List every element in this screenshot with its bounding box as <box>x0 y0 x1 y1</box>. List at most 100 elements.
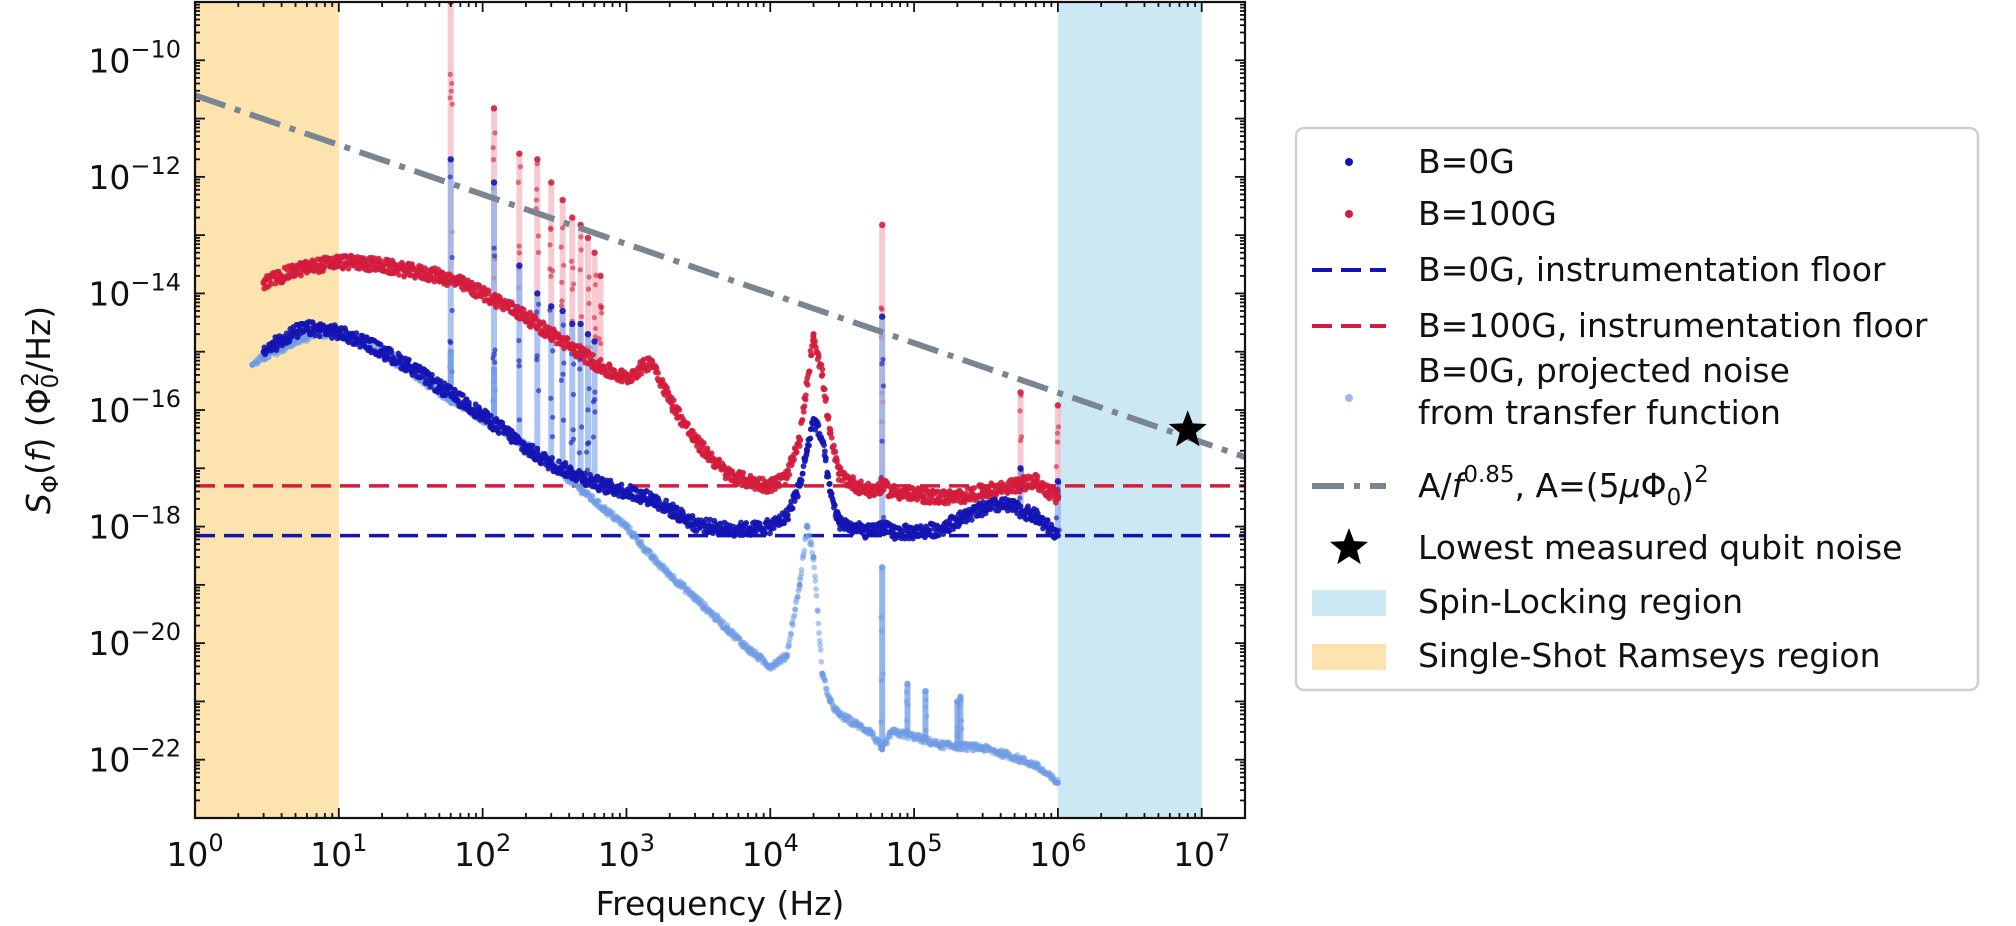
legend-marker <box>1312 644 1386 670</box>
spike-point <box>958 698 964 704</box>
projected-point <box>792 606 799 613</box>
b0-point <box>794 493 801 500</box>
legend-label: from transfer function <box>1418 393 1781 432</box>
spike-point <box>534 161 540 167</box>
b100-point <box>853 482 860 489</box>
b0-point <box>967 512 974 519</box>
b100-point <box>772 486 779 492</box>
b100-point <box>520 306 527 313</box>
b100-point <box>476 282 483 289</box>
b100-point <box>404 267 411 274</box>
spike-peak-point <box>490 105 498 112</box>
b100-point <box>479 290 486 297</box>
b100-point <box>704 445 711 452</box>
b0-point <box>806 442 812 449</box>
spike-point <box>923 697 929 703</box>
spike-peak-point <box>904 680 911 688</box>
x-tick-label: 103 <box>598 829 655 874</box>
spike-point <box>578 247 584 253</box>
spike-point <box>577 267 583 273</box>
spike-point <box>447 174 453 180</box>
b0-point <box>353 330 360 337</box>
b100-point <box>601 366 608 373</box>
spike-point <box>547 307 553 313</box>
b100-point <box>564 335 571 342</box>
b0-point <box>495 430 502 436</box>
b100-point <box>457 280 464 287</box>
b0-point <box>556 458 562 465</box>
spike-point <box>534 309 540 315</box>
b100-point <box>782 481 789 488</box>
b100-point <box>807 347 814 354</box>
b100-point <box>548 331 555 338</box>
spike-point <box>491 370 497 377</box>
spike-point <box>586 440 592 446</box>
projected-point <box>801 547 808 554</box>
b0-point <box>798 477 805 484</box>
b100-point <box>676 406 683 413</box>
b0-point <box>656 498 662 504</box>
projected-point <box>936 741 943 748</box>
data-points <box>249 252 1061 787</box>
b0-point <box>663 497 670 504</box>
projected-point <box>798 566 805 573</box>
spike-point <box>516 243 522 249</box>
b100-point <box>335 258 342 265</box>
b100-point <box>504 303 511 310</box>
spike-point <box>879 306 885 312</box>
b0-point <box>762 530 769 537</box>
spike-point <box>447 338 453 344</box>
b0-point <box>623 488 630 495</box>
spike-peak-point <box>559 196 566 204</box>
projected-point <box>786 642 792 649</box>
spike-peak-point <box>534 290 541 297</box>
b0-point <box>404 361 411 368</box>
projected-point <box>813 586 819 592</box>
b0-point <box>821 442 827 448</box>
b0-point <box>1054 532 1061 539</box>
spike-point <box>880 383 887 389</box>
spike-peak-point <box>447 156 454 163</box>
spike-point <box>592 409 598 415</box>
spike-peak-point <box>922 687 929 695</box>
spike-point <box>1017 408 1023 414</box>
spike-peak-point <box>878 313 886 320</box>
spike-point <box>561 262 567 268</box>
b100-point <box>597 356 604 363</box>
projected-point <box>888 728 895 735</box>
b0-point <box>666 506 673 513</box>
b0-point <box>799 470 806 477</box>
spike-point <box>586 300 592 307</box>
b0-point <box>379 348 386 355</box>
spike-point <box>880 356 886 363</box>
spike-point <box>491 245 497 251</box>
b100-point <box>801 403 808 410</box>
b100-point <box>796 443 803 450</box>
b100-point <box>819 371 826 378</box>
spike-peak-point <box>591 249 598 256</box>
spike-point <box>1055 424 1062 430</box>
spike-point <box>533 197 540 203</box>
projected-point <box>823 685 830 692</box>
spike-point <box>534 353 540 359</box>
b0-point <box>538 460 545 467</box>
projected-point <box>1032 762 1039 769</box>
projected-point <box>623 523 630 530</box>
b100-point <box>512 303 519 310</box>
b0-point <box>648 495 655 502</box>
b100-point <box>708 450 715 457</box>
y-tick-label: 10−10 <box>88 35 181 80</box>
b0-point <box>436 383 443 390</box>
y-axis-label-text: SΦ(f) (Φ02/Hz) <box>18 306 64 514</box>
projected-point <box>812 573 818 580</box>
spike-point <box>903 698 909 704</box>
b0-point <box>935 532 942 539</box>
spike-peak-point <box>584 234 592 242</box>
spike-point <box>593 272 599 278</box>
spike-point <box>492 387 499 393</box>
b100-point <box>744 478 751 485</box>
b0-point <box>744 526 751 533</box>
b100-point <box>298 272 304 279</box>
b100-point <box>590 351 596 358</box>
b0-point <box>767 523 774 530</box>
